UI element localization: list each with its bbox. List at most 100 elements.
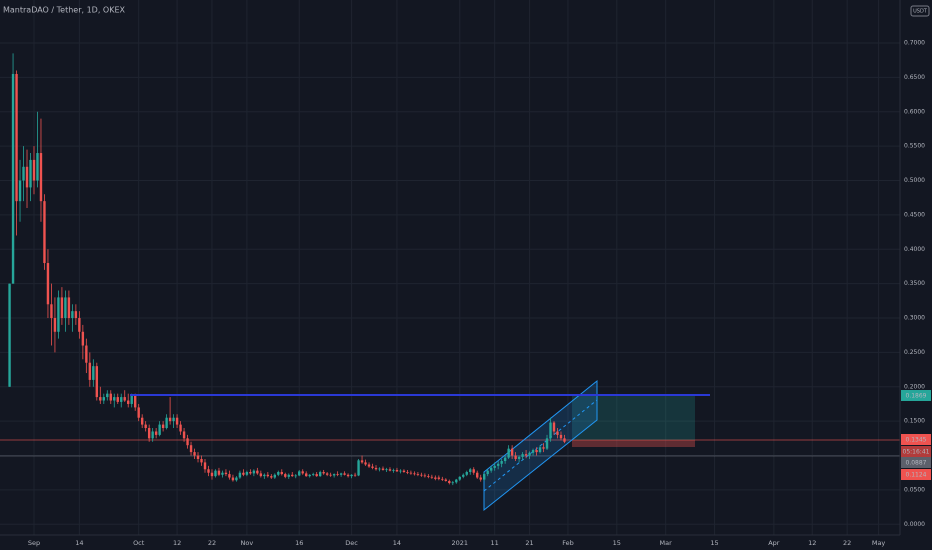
currency: USDT — [913, 9, 928, 15]
y-tick-label: 0.3500 — [904, 280, 925, 287]
candle-body — [385, 469, 388, 471]
candle-body — [71, 311, 74, 319]
candle-body — [120, 397, 123, 402]
candle-body — [549, 422, 552, 439]
candle-body — [559, 434, 563, 439]
candle-body — [116, 397, 119, 402]
candle-body — [469, 469, 472, 473]
labels: 0.7000 0.6500 0.6000 0.5500 0.5000 0.4500 0.40… — [28, 40, 925, 547]
candle-body — [280, 472, 283, 475]
candle-body — [406, 472, 409, 473]
y-tick-label: 0.7000 — [904, 40, 925, 47]
candle-body — [441, 478, 444, 480]
candle-body — [210, 472, 214, 477]
candle-body — [451, 482, 454, 484]
x-tick-label: 2021 — [451, 539, 468, 547]
candle-body — [350, 474, 353, 477]
candle-body — [123, 397, 126, 401]
x-tick-label: 15 — [613, 539, 621, 547]
candle-body — [301, 471, 304, 474]
candle-body — [378, 468, 381, 470]
candle-body — [458, 476, 461, 480]
candle-body — [465, 472, 468, 475]
y-tick-label: 0.6000 — [904, 108, 925, 115]
x-tick-label: 12 — [808, 539, 816, 547]
candle-body — [392, 469, 395, 471]
candle-body — [224, 472, 228, 475]
candle-body — [140, 417, 144, 425]
candle-body — [563, 438, 566, 442]
candle-body — [409, 472, 413, 474]
candle-body — [32, 159, 36, 181]
y-tick-label: 0.5000 — [904, 177, 925, 184]
candle-body — [147, 428, 151, 439]
candle-body — [531, 450, 535, 453]
candle-body — [242, 472, 245, 475]
y-tick-label: 0.6500 — [904, 74, 925, 81]
stop-zone[interactable] — [572, 440, 695, 447]
candle-body — [200, 458, 203, 463]
candle-body — [182, 431, 186, 439]
candle-body — [388, 469, 392, 471]
price-tag: 0.1124 — [906, 472, 927, 479]
candle-body — [360, 460, 364, 463]
candle-body — [39, 153, 43, 202]
candle-body — [238, 472, 242, 478]
candle-body — [203, 462, 207, 470]
candle-body — [214, 470, 217, 477]
candle-body — [311, 474, 315, 475]
channel-midline — [483, 399, 598, 492]
price-tag-bg — [901, 434, 931, 445]
x-tick-label: Feb — [562, 539, 574, 547]
candle-body — [542, 447, 545, 449]
candle-body — [95, 366, 99, 398]
x-tick-label: Nov — [241, 539, 254, 547]
candle-body — [346, 474, 350, 477]
candle-body — [430, 476, 434, 478]
price-tag-bg — [901, 390, 931, 401]
candle-body — [329, 474, 332, 476]
candle-body — [503, 457, 507, 462]
candle-body — [256, 470, 259, 474]
candle-body — [273, 474, 277, 478]
candle-body — [88, 362, 92, 380]
candle-body — [109, 393, 112, 401]
candle-body — [277, 472, 280, 475]
candle-body — [189, 445, 193, 453]
candle-body — [228, 474, 231, 478]
candle-body — [8, 283, 11, 387]
drawings — [0, 379, 900, 512]
candle-body — [420, 474, 423, 476]
candle-body — [413, 473, 416, 475]
candle-body — [25, 166, 29, 188]
candle-body — [556, 431, 559, 435]
candle-body — [22, 166, 25, 181]
x-tick-label: 14 — [75, 539, 83, 547]
x-tick-label: 22 — [843, 539, 851, 547]
candle-body — [535, 450, 538, 453]
candle-body — [371, 466, 374, 468]
candle-body — [67, 297, 71, 319]
candle-body — [81, 331, 85, 346]
candle-body — [36, 153, 39, 181]
candle-body — [259, 473, 263, 477]
candle-body — [137, 407, 140, 418]
candle-body — [168, 417, 172, 422]
candle-body — [78, 318, 81, 332]
x-tick-label: Oct — [133, 539, 145, 547]
candle-body — [294, 475, 297, 477]
y-tick-label: 0.0500 — [904, 486, 925, 493]
candle-body — [521, 454, 524, 457]
candle-body — [318, 472, 322, 477]
currency-box[interactable] — [910, 5, 930, 17]
candle-body — [455, 479, 458, 483]
x-tick-label: 21 — [525, 539, 533, 547]
candle-body — [552, 422, 556, 432]
candles — [8, 53, 566, 486]
candle-body — [18, 180, 22, 202]
candle-body — [395, 469, 399, 472]
candle-body — [507, 448, 510, 458]
candle-body — [353, 474, 357, 476]
candle-body — [46, 263, 50, 305]
